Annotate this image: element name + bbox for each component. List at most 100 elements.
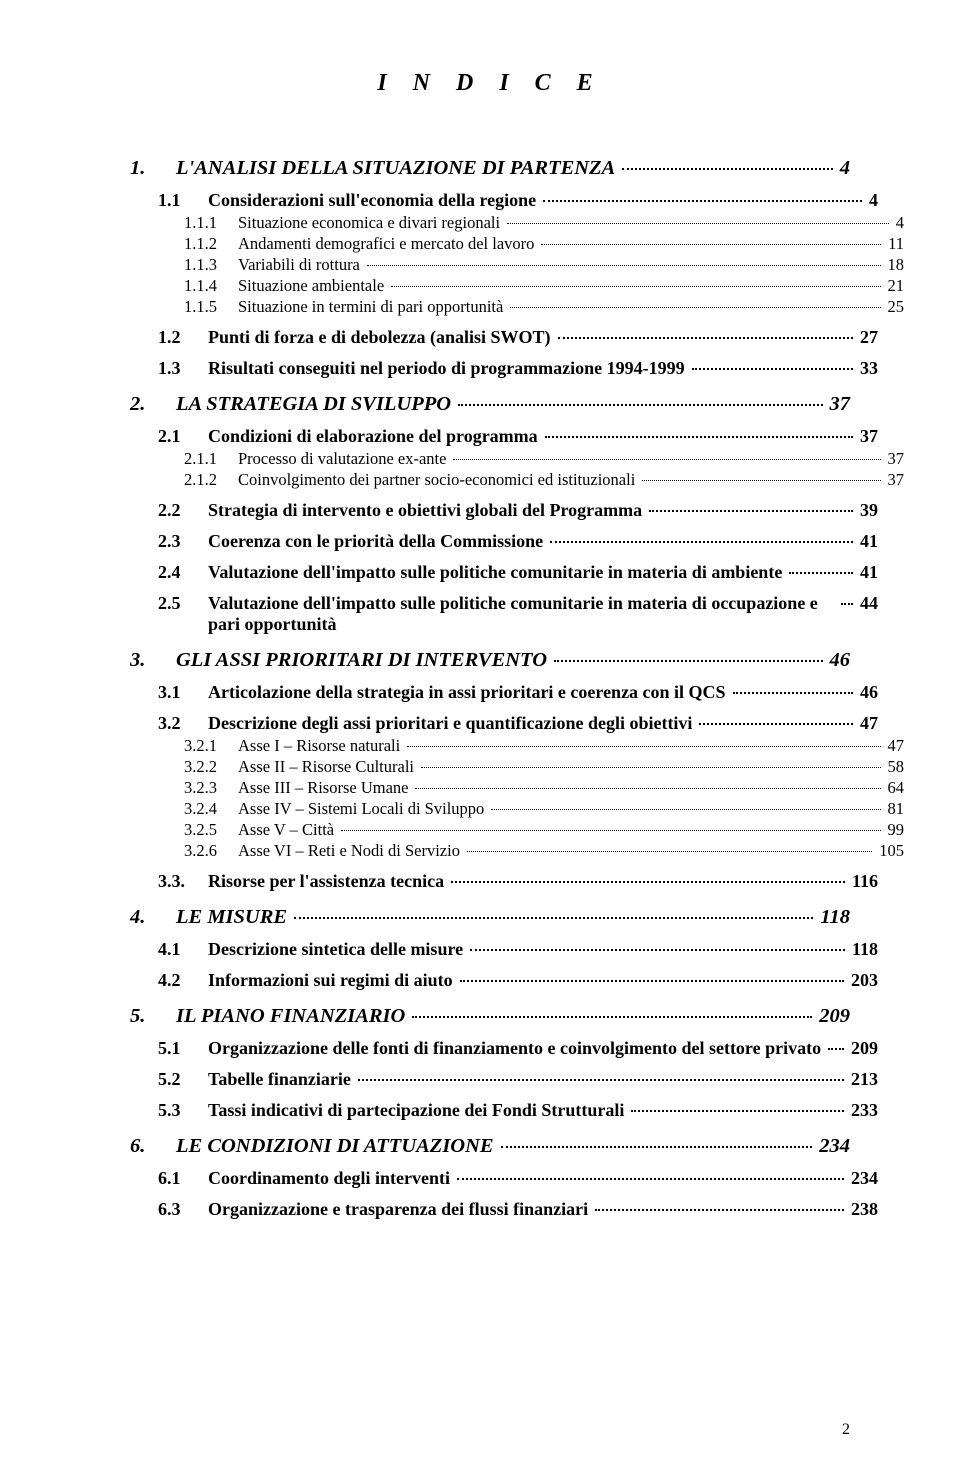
toc-entry-page: 41 [856,562,878,583]
toc-entry-number: 4. [130,906,176,929]
toc-entry-text: IL PIANO FINANZIARIO [176,1005,409,1028]
toc-entry: 1.2Punti di forza e di debolezza (analis… [130,327,878,348]
toc-entry-number: 3.2.3 [184,778,238,798]
toc-entry: 4.LE MISURE 118 [130,906,850,929]
toc-entry-page: 99 [884,820,905,840]
toc-leader-dots [421,766,881,768]
toc-entry-text: Punti di forza e di debolezza (analisi S… [208,327,555,348]
toc-entry-page: 203 [847,970,878,991]
toc-entry-number: 3.2.1 [184,736,238,756]
toc-entry-page: 238 [847,1199,878,1220]
toc-entry-number: 2.2 [158,500,208,521]
toc-leader-dots [451,880,845,883]
toc-entry-page: 58 [884,757,905,777]
toc-leader-dots [649,509,853,512]
toc-entry-text: Processo di valutazione ex-ante [238,449,450,469]
toc-entry-text: Descrizione degli assi prioritari e quan… [208,713,696,734]
toc-entry-text: Considerazioni sull'economia della regio… [208,190,540,211]
toc-entry: 3.2.4Asse IV – Sistemi Locali di Svilupp… [130,799,904,819]
toc-entry-page: 81 [884,799,905,819]
toc-entry-text: Informazioni sui regimi di aiuto [208,970,457,991]
toc-entry: 1.L'ANALISI DELLA SITUAZIONE DI PARTENZA… [130,157,850,180]
toc-entry: 5.IL PIANO FINANZIARIO209 [130,1005,850,1028]
toc-entry-text: Tassi indicativi di partecipazione dei F… [208,1100,628,1121]
toc-entry-text: Tabelle finanziarie [208,1069,355,1090]
toc-leader-dots [510,306,880,308]
toc-entry-number: 2.1 [158,426,208,447]
toc-entry-text: Organizzazione e trasparenza dei flussi … [208,1199,592,1220]
toc-entry-text: Descrizione sintetica delle misure [208,939,467,960]
toc-entry-text: Situazione in termini di pari opportunit… [238,297,507,317]
toc-entry: 3.2.5Asse V – Città99 [130,820,904,840]
toc-entry: 1.3Risultati conseguiti nel periodo di p… [130,358,878,379]
toc-leader-dots [415,787,880,789]
toc-entry-number: 1.1.1 [184,213,238,233]
toc-entry-page: 234 [815,1135,850,1158]
toc-entry-number: 5.1 [158,1038,208,1059]
toc-leader-dots [554,659,822,662]
toc-entry-text: GLI ASSI PRIORITARI DI INTERVENTO [176,649,551,672]
toc-entry: 2.1.1Processo di valutazione ex-ante37 [130,449,904,469]
toc-entry: 3.GLI ASSI PRIORITARI DI INTERVENTO46 [130,649,850,672]
toc-entry-page: 116 [848,871,878,892]
toc-entry-text: Valutazione dell'impatto sulle politiche… [208,562,786,583]
toc-entry-page: 118 [816,906,850,929]
toc-leader-dots [453,458,880,460]
toc-entry-number: 2.4 [158,562,208,583]
toc-entry-text: LA STRATEGIA DI SVILUPPO [176,393,455,416]
toc-leader-dots [545,435,853,438]
toc-entry-number: 3.2 [158,713,208,734]
toc-entry: 1.1Considerazioni sull'economia della re… [130,190,878,211]
toc-entry-page: 4 [865,190,878,211]
toc-entry: 1.1.2Andamenti demografici e mercato del… [130,234,904,254]
toc-entry-page: 37 [826,393,851,416]
toc-entry-text: Situazione ambientale [238,276,388,296]
toc-leader-dots [733,691,853,694]
toc-entry-page: 33 [856,358,878,379]
toc-entry-number: 3.2.6 [184,841,238,861]
toc-entry: 3.2.1Asse I – Risorse naturali47 [130,736,904,756]
toc-entry: 2.5Valutazione dell'impatto sulle politi… [130,593,878,635]
toc-entry-number: 5. [130,1005,176,1028]
toc-entry-number: 2.1.1 [184,449,238,469]
toc-leader-dots [358,1078,844,1081]
toc-entry-number: 4.1 [158,939,208,960]
toc-entry-number: 1.3 [158,358,208,379]
toc-entry: 2.1Condizioni di elaborazione del progra… [130,426,878,447]
toc-entry-number: 3.2.5 [184,820,238,840]
toc-entry-page: 27 [856,327,878,348]
toc-entry-text: Risorse per l'assistenza tecnica [208,871,448,892]
toc-entry-page: 4 [892,213,904,233]
toc-entry: 1.1.4Situazione ambientale21 [130,276,904,296]
toc-entry-number: 1.1.2 [184,234,238,254]
toc-entry-text: Valutazione dell'impatto sulle politiche… [208,593,838,635]
toc-entry-page: 44 [856,593,878,614]
toc-entry: 5.1Organizzazione delle fonti di finanzi… [130,1038,878,1059]
toc-entry: 2.3Coerenza con le priorità della Commis… [130,531,878,552]
toc-entry-page: 209 [847,1038,878,1059]
toc-entry-text: Asse VI – Reti e Nodi di Servizio [238,841,464,861]
toc-entry-text: LE MISURE [176,906,291,929]
toc-entry-page: 118 [848,939,878,960]
toc-entry-page: 11 [884,234,904,254]
toc-entry-page: 47 [856,713,878,734]
toc-entry: 2.LA STRATEGIA DI SVILUPPO 37 [130,393,850,416]
toc-entry: 5.3Tassi indicativi di partecipazione de… [130,1100,878,1121]
toc-entry: 6.3Organizzazione e trasparenza dei flus… [130,1199,878,1220]
toc-entry: 2.1.2Coinvolgimento dei partner socio-ec… [130,470,904,490]
toc-entry: 3.1Articolazione della strategia in assi… [130,682,878,703]
toc-leader-dots [841,602,853,605]
toc-leader-dots [341,829,880,831]
page: I N D I C E 1.L'ANALISI DELLA SITUAZIONE… [0,0,960,1469]
toc-leader-dots [642,479,880,481]
toc-entry-text: Risultati conseguiti nel periodo di prog… [208,358,689,379]
toc-leader-dots [460,979,844,982]
toc-entry-number: 3.1 [158,682,208,703]
toc-leader-dots [558,336,853,339]
toc-leader-dots [541,243,881,245]
toc-entry: 2.4Valutazione dell'impatto sulle politi… [130,562,878,583]
toc-leader-dots [470,948,845,951]
toc-entry-number: 2. [130,393,176,416]
toc-entry-text: Organizzazione delle fonti di finanziame… [208,1038,825,1059]
toc-entry: 2.2Strategia di intervento e obiettivi g… [130,500,878,521]
